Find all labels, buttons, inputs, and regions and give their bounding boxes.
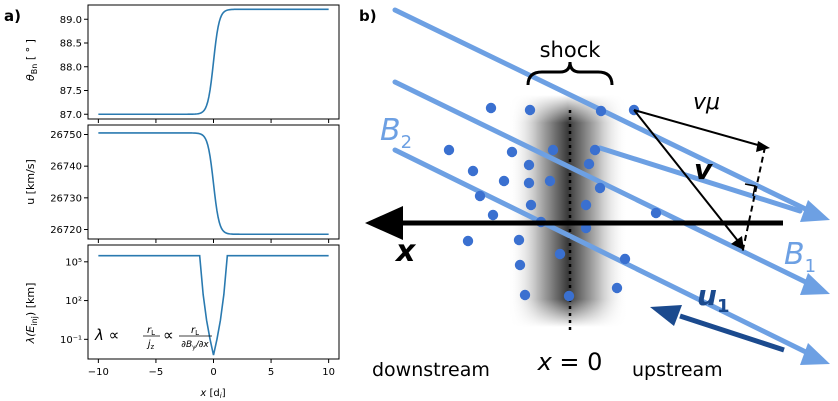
x-axis-name: x xyxy=(394,234,417,269)
theta-ylabel: θBn [ ° ] xyxy=(24,39,39,81)
y-tick-label: 88.0 xyxy=(60,62,82,73)
particle-dot xyxy=(513,234,525,246)
field-line-2 xyxy=(392,79,825,293)
field-lines xyxy=(392,7,825,363)
x-axis-arrowhead xyxy=(365,206,403,240)
plot-frame xyxy=(87,244,340,360)
y-tick-label: 10² xyxy=(65,296,82,307)
particle-dot xyxy=(523,177,535,189)
particle-dot xyxy=(485,102,497,114)
particle-dot xyxy=(462,235,474,247)
b2-label: B2 xyxy=(380,113,412,153)
particle-dot xyxy=(525,199,537,211)
particle-dot xyxy=(498,175,510,187)
svg-text:∂By/∂x: ∂By/∂x xyxy=(181,340,209,351)
particle-dot xyxy=(563,290,575,302)
right-angle-mark xyxy=(744,183,756,197)
panel-b-label: b) xyxy=(359,7,377,25)
particle-dot xyxy=(589,144,601,156)
x-tick-label: 10 xyxy=(322,367,335,378)
svg-text:rL: rL xyxy=(147,325,155,337)
y-tick-label: 88.5 xyxy=(60,39,82,50)
panel-a: a) 87.087.588.088.589.0 2672026730267402… xyxy=(4,4,340,400)
field-line-upper xyxy=(597,145,803,214)
lambda-formula: λ ∝ xyxy=(94,326,119,344)
y-tick-label: 89.0 xyxy=(60,15,82,26)
x-tick-label: −5 xyxy=(149,367,164,378)
particle-dot xyxy=(474,190,486,202)
u1-label: u1 xyxy=(697,279,729,317)
y-tick-label: 87.0 xyxy=(60,110,82,121)
downstream-label: downstream xyxy=(372,359,490,381)
upstream-label: upstream xyxy=(632,359,723,381)
v-vector-line xyxy=(633,109,743,247)
x-tick-label: −10 xyxy=(88,367,109,378)
v-label: v xyxy=(694,153,713,186)
u1-arrow-line xyxy=(679,313,785,353)
particle-dot xyxy=(506,146,518,158)
x-tick-label: 5 xyxy=(268,367,274,378)
formula-fraction-1: rL jz xyxy=(143,325,160,351)
y-tick-label: 10⁵ xyxy=(65,257,82,268)
velocity-vectors xyxy=(633,109,766,255)
particle-dot xyxy=(547,144,559,156)
v-mu-label: vμ xyxy=(693,90,720,115)
v-mu-vector-line xyxy=(633,109,766,148)
b1-label: B1 xyxy=(784,237,816,277)
particle-dot xyxy=(523,159,535,171)
y-tick-label: 26750 xyxy=(50,130,82,141)
y-tick-label: 26740 xyxy=(50,162,82,173)
particle-dot xyxy=(554,248,566,260)
formula-fraction-2: rL ∂By/∂x xyxy=(179,325,212,351)
panel-b: b) xyxy=(359,7,830,381)
svg-text:rL: rL xyxy=(191,325,199,337)
particle-dot xyxy=(619,253,631,265)
v-perp-dashed xyxy=(741,146,766,255)
particle-dot xyxy=(519,289,531,301)
field-line-3 xyxy=(392,147,825,363)
velocity-chart: 26720 26730 26740 26750 xyxy=(50,124,340,243)
u1-arrowhead xyxy=(650,305,682,326)
series-line xyxy=(98,132,329,236)
field-arrowhead-2 xyxy=(800,273,830,295)
formula-prop: ∝ xyxy=(163,326,174,344)
y-tick-label: 87.5 xyxy=(60,86,82,97)
particle-dot xyxy=(583,158,595,170)
particle-dot xyxy=(524,104,536,116)
y-tick-label: 10⁻¹ xyxy=(60,335,82,346)
series-line xyxy=(98,8,329,116)
field-line-1 xyxy=(392,7,825,220)
particle-dots xyxy=(443,102,662,302)
lambda-ylabel: λ(Einj) [km] xyxy=(24,283,39,345)
particle-dot xyxy=(650,207,662,219)
v-arrowhead xyxy=(731,236,744,250)
theta-bn-chart: 87.0 87.5 88.0 88.5 89.0 xyxy=(60,4,340,123)
x-axis-label: x [di] xyxy=(199,388,225,400)
mean-free-path-chart: 10⁻¹ 10² 10⁵ −10 −5 0 5 10 xyxy=(60,244,340,378)
shock-brace xyxy=(526,61,614,86)
particle-dot xyxy=(580,199,592,211)
particle-dot xyxy=(443,144,455,156)
field-arrowhead-1 xyxy=(800,200,830,222)
particle-dot xyxy=(611,282,623,294)
particle-dot xyxy=(594,182,606,194)
particle-dot xyxy=(595,105,607,117)
particle-dot xyxy=(487,209,499,221)
panel-a-label: a) xyxy=(4,7,21,25)
particle-dot xyxy=(544,175,556,187)
field-arrowhead-3 xyxy=(800,343,830,365)
v-mu-arrowhead xyxy=(756,141,770,152)
y-tick-label: 26730 xyxy=(50,193,82,204)
x-tick-label: 0 xyxy=(210,367,216,378)
particle-dot xyxy=(467,165,479,177)
u-ylabel: u [km/s] xyxy=(24,159,37,205)
series-line xyxy=(98,254,329,356)
svg-text:jz: jz xyxy=(146,339,155,351)
x-equals-zero-label: x = 0 xyxy=(537,348,603,376)
particle-dot xyxy=(514,259,526,271)
shock-label: shock xyxy=(540,38,602,62)
y-tick-label: 26720 xyxy=(50,225,82,236)
